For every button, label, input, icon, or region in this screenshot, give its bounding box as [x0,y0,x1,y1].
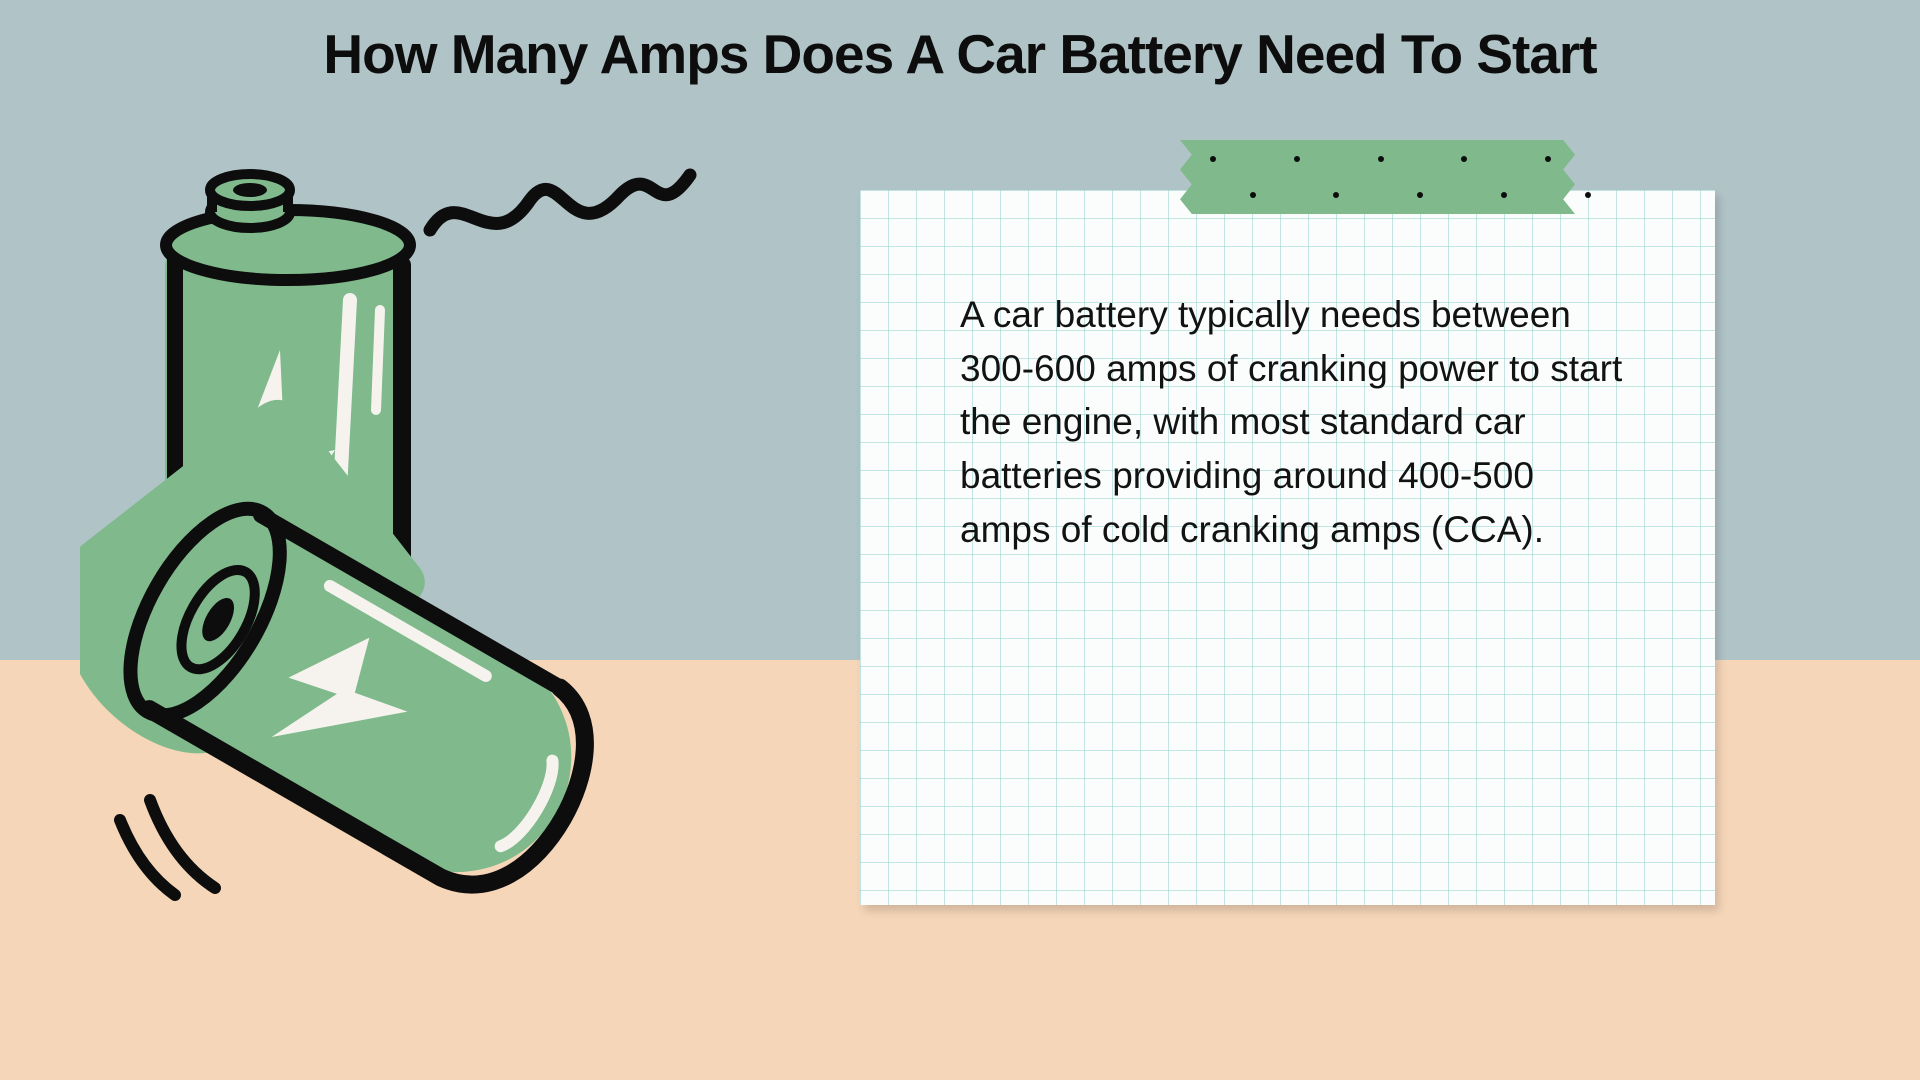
tape-body [1180,140,1575,214]
page-title: How Many Amps Does A Car Battery Need To… [0,22,1920,86]
tape-dot [1417,192,1423,198]
info-card-text: A car battery typically needs between 30… [960,288,1625,556]
washi-tape-icon [1180,140,1575,214]
tape-dot [1585,192,1591,198]
info-card: A car battery typically needs between 30… [860,190,1715,905]
tape-dot [1250,192,1256,198]
tape-dot [1378,156,1384,162]
tape-dot [1545,156,1551,162]
tape-dot [1294,156,1300,162]
tape-dot [1501,192,1507,198]
tape-dot [1210,156,1216,162]
batteries-illustration [80,150,780,950]
